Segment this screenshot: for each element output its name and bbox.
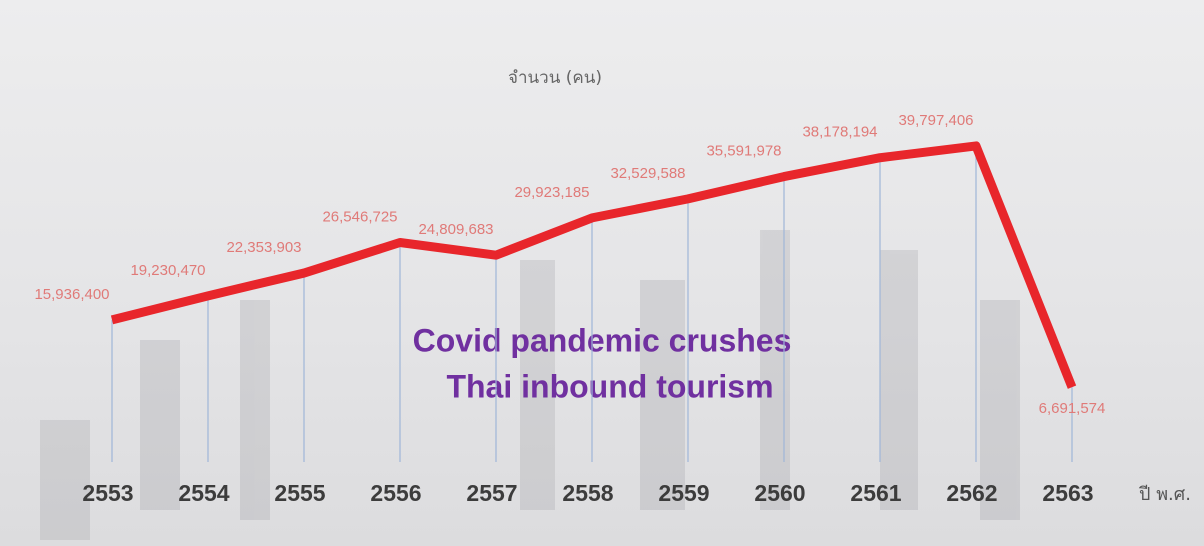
x-tick-label: 2554 (178, 480, 229, 506)
x-tick-label: 2559 (658, 480, 709, 506)
chart-title: Covid pandemic crushes (413, 322, 792, 358)
x-tick-label: 2562 (946, 480, 997, 506)
value-label: 32,529,588 (610, 165, 685, 182)
x-tick-label: 2557 (466, 480, 517, 506)
x-tick-label: 2558 (562, 480, 613, 506)
x-tick-label: 2553 (82, 480, 133, 506)
value-label: 6,691,574 (1039, 400, 1106, 417)
value-label: 39,797,406 (898, 112, 973, 129)
value-label: 19,230,470 (130, 262, 205, 279)
value-label: 38,178,194 (802, 124, 877, 141)
y-axis-title: จำนวน (คน) (508, 68, 602, 88)
value-label: 35,591,978 (706, 143, 781, 160)
x-tick-label: 2561 (850, 480, 901, 506)
x-tick-label: 2560 (754, 480, 805, 506)
value-label: 24,809,683 (418, 221, 493, 238)
x-axis-title: ปี พ.ศ. (1139, 484, 1191, 505)
x-tick-label: 2563 (1042, 480, 1093, 506)
value-label: 15,936,400 (34, 286, 109, 303)
value-label: 22,353,903 (226, 239, 301, 256)
value-label: 29,923,185 (514, 184, 589, 201)
value-label: 26,546,725 (322, 208, 397, 225)
x-tick-label: 2555 (274, 480, 325, 506)
chart: จำนวน (คน) ปี พ.ศ. Covid pandemic crushe… (0, 0, 1204, 546)
x-tick-label: 2556 (370, 480, 421, 506)
